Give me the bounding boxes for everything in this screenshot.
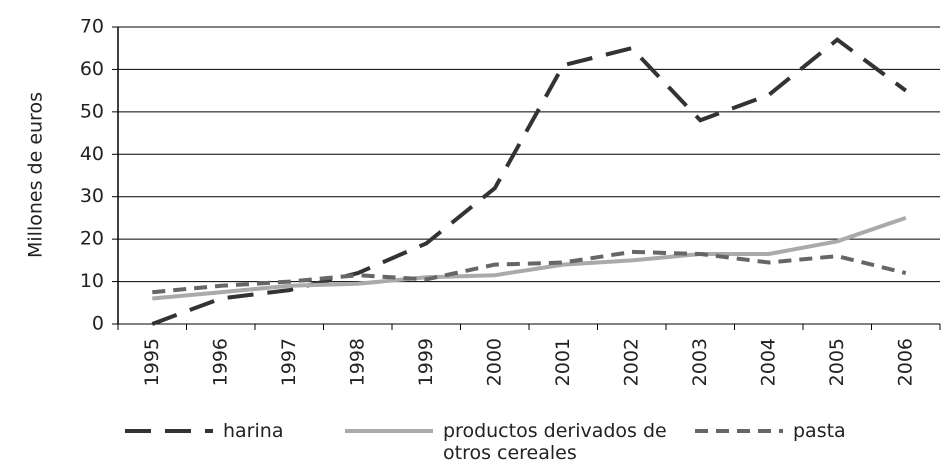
y-tick-label: 70 [80,16,104,38]
y-tick-label: 40 [80,143,104,165]
x-tick-label: 1996 [209,338,231,386]
y-tick-label: 10 [80,270,104,292]
legend-label: pasta [793,420,846,442]
series-line [152,216,907,301]
x-tick-label: 2001 [552,338,574,386]
y-axis-label: Millones de euros [25,92,47,258]
legend-item: pasta [695,420,935,442]
legend-item: harina [125,420,325,442]
y-tick-label: 60 [80,58,104,80]
legend-label: productos derivados de otros cereales [443,420,667,464]
y-tick-label: 20 [80,228,104,250]
x-tick-label: 2005 [826,338,848,386]
legend-item: productos derivados de otros cereales [345,420,685,464]
x-tick-label: 2004 [757,338,779,386]
legend: harina productos derivados de otros cerea… [0,420,944,466]
series-line [152,249,907,295]
legend-swatch [345,429,433,433]
legend-swatch [125,429,213,433]
x-tick-label: 1998 [346,338,368,386]
x-tick-label: 2006 [894,338,916,386]
y-tick-label: 50 [80,100,104,122]
x-tick-label: 2002 [620,338,642,386]
x-tick-label: 1999 [415,338,437,386]
x-tick-label: 1997 [278,338,300,386]
y-tick-label: 0 [92,313,104,335]
legend-swatch [695,429,783,433]
series-line [151,37,907,326]
x-tick-label: 1995 [141,338,163,386]
legend-label: harina [223,420,284,442]
x-tick-label: 2000 [483,338,505,386]
y-tick-label: 30 [80,185,104,207]
chart: Millones de euros 0 10 20 30 40 50 60 70 1995 199… [25,16,941,386]
x-tick-label: 2003 [689,338,711,386]
